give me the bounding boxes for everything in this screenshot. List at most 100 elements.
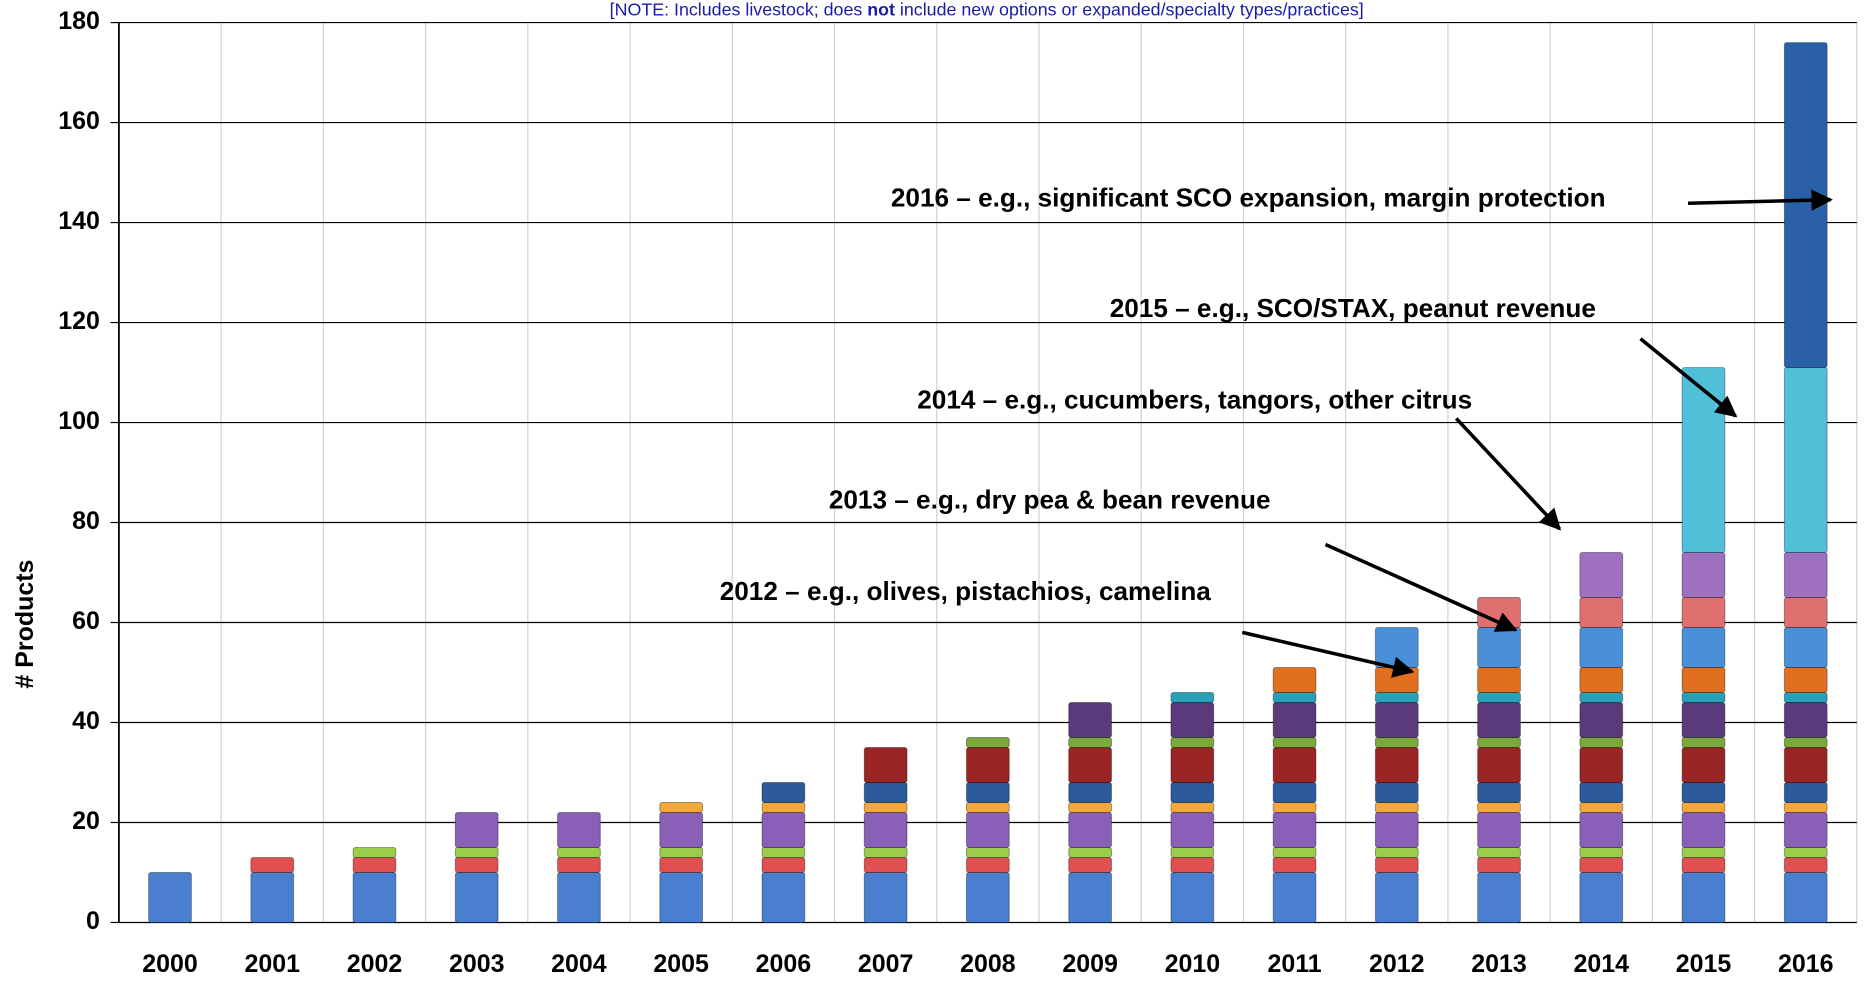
annotation: 2013 – e.g., dry pea & bean revenue — [829, 485, 1271, 515]
x-tick-label: 2000 — [142, 950, 198, 978]
bar-segment — [1477, 627, 1521, 668]
bar-segment — [1272, 802, 1317, 813]
bar-segment — [761, 857, 806, 873]
bar-segment — [557, 847, 601, 858]
bar-segment — [1374, 627, 1419, 668]
bar-segment — [1579, 782, 1624, 803]
x-tick-label: 2003 — [449, 950, 505, 978]
annotation: 2014 – e.g., cucumbers, tangors, other c… — [917, 385, 1472, 415]
bar-segment — [965, 737, 1010, 748]
bar-segment — [1272, 812, 1317, 848]
bar-segment — [250, 872, 295, 923]
note-part: not — [867, 0, 895, 19]
bar-segment — [761, 847, 806, 858]
bar-segment — [1374, 747, 1419, 783]
bar-segment — [1681, 782, 1726, 803]
bar-segment — [1579, 702, 1624, 738]
bar-segment — [557, 812, 601, 848]
bar-segment — [454, 812, 499, 848]
bar-segment — [1681, 872, 1726, 923]
bar-segment — [1579, 857, 1624, 873]
y-tick-label: 80 — [72, 507, 100, 535]
y-tick-label: 40 — [72, 707, 100, 735]
bar-segment — [1477, 737, 1521, 748]
bar-segment — [863, 747, 908, 783]
bar-segment — [1068, 872, 1112, 923]
bar-segment — [1068, 702, 1112, 738]
y-axis-label: # Products — [11, 560, 39, 689]
bar-segment — [1170, 702, 1215, 738]
bar-segment — [1579, 692, 1624, 703]
bar-segment — [352, 857, 397, 873]
bar-segment — [1579, 847, 1624, 858]
bar-segment — [454, 872, 499, 923]
y-tick-label: 160 — [58, 107, 100, 135]
bar-segment — [454, 847, 499, 858]
bar-segment — [1579, 872, 1624, 923]
bar-segment — [1681, 737, 1726, 748]
bar-segment — [1477, 857, 1521, 873]
bar-segment — [1374, 872, 1419, 923]
bar-segment — [761, 782, 806, 803]
bar-segment — [148, 872, 192, 923]
bar-segment — [557, 857, 601, 873]
bar-segment — [1272, 747, 1317, 783]
x-tick-label: 2014 — [1574, 950, 1630, 978]
x-tick-label: 2010 — [1165, 950, 1221, 978]
bar-segment — [1783, 812, 1828, 848]
arrow — [1324, 542, 1518, 632]
bar-segment — [761, 812, 806, 848]
bar-segment — [1783, 667, 1828, 693]
bar-segment — [1579, 552, 1624, 598]
bar-segment — [1272, 692, 1317, 703]
y-tick-label: 60 — [72, 607, 100, 635]
bar-segment — [250, 857, 295, 873]
bar-segment — [1272, 667, 1317, 693]
note-part: [NOTE: Includes livestock; does — [610, 0, 868, 19]
bar-segment — [1272, 782, 1317, 803]
x-tick-label: 2004 — [551, 950, 607, 978]
arrow — [1688, 189, 1833, 211]
bar-segment — [659, 802, 704, 813]
annotation: 2016 – e.g., significant SCO expansion, … — [891, 183, 1606, 213]
bar-segment — [1681, 667, 1726, 693]
bar-segment — [1681, 597, 1726, 628]
bar-segment — [1170, 692, 1215, 703]
arrow — [1241, 630, 1415, 678]
bar-segment — [1681, 802, 1726, 813]
annotation: 2012 – e.g., olives, pistachios, camelin… — [720, 576, 1212, 606]
bar-segment — [1374, 692, 1419, 703]
bar-segment — [1374, 857, 1419, 873]
x-tick-label: 2001 — [244, 950, 300, 978]
bar-segment — [1783, 552, 1828, 598]
bar-segment — [1477, 667, 1521, 693]
bar-segment — [352, 872, 397, 923]
bar-segment — [1068, 737, 1112, 748]
bar-segment — [659, 847, 704, 858]
bar-segment — [1477, 782, 1521, 803]
bar-segment — [1783, 747, 1828, 783]
bar-segment — [1477, 802, 1521, 813]
bar-segment — [1170, 747, 1215, 783]
bar-segment — [761, 802, 806, 813]
bar-segment — [965, 812, 1010, 848]
bar-segment — [557, 872, 601, 923]
x-tick-label: 2012 — [1369, 950, 1425, 978]
x-tick-label: 2008 — [960, 950, 1016, 978]
bar-segment — [1783, 597, 1828, 628]
bar-segment — [1681, 692, 1726, 703]
y-tick-label: 100 — [58, 407, 100, 435]
bar-segment — [1579, 812, 1624, 848]
y-tick-label: 120 — [58, 307, 100, 335]
bar-segment — [1681, 857, 1726, 873]
bar-segment — [1068, 802, 1112, 813]
x-tick-label: 2009 — [1062, 950, 1118, 978]
bar-segment — [863, 802, 908, 813]
bar-segment — [1170, 802, 1215, 813]
bar-segment — [1068, 782, 1112, 803]
bar-segment — [1783, 872, 1828, 923]
bar-segment — [1783, 702, 1828, 738]
bar-segment — [1170, 782, 1215, 803]
bar-segment — [1477, 872, 1521, 923]
